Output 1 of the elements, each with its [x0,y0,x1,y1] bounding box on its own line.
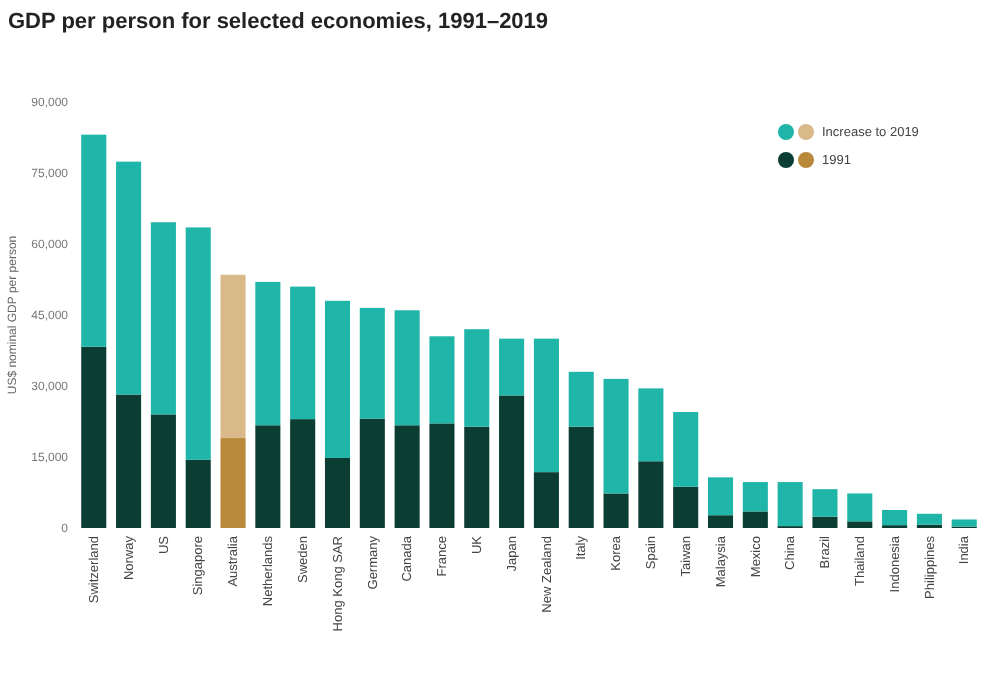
chart-title: GDP per person for selected economies, 1991–2019 [8,10,549,34]
